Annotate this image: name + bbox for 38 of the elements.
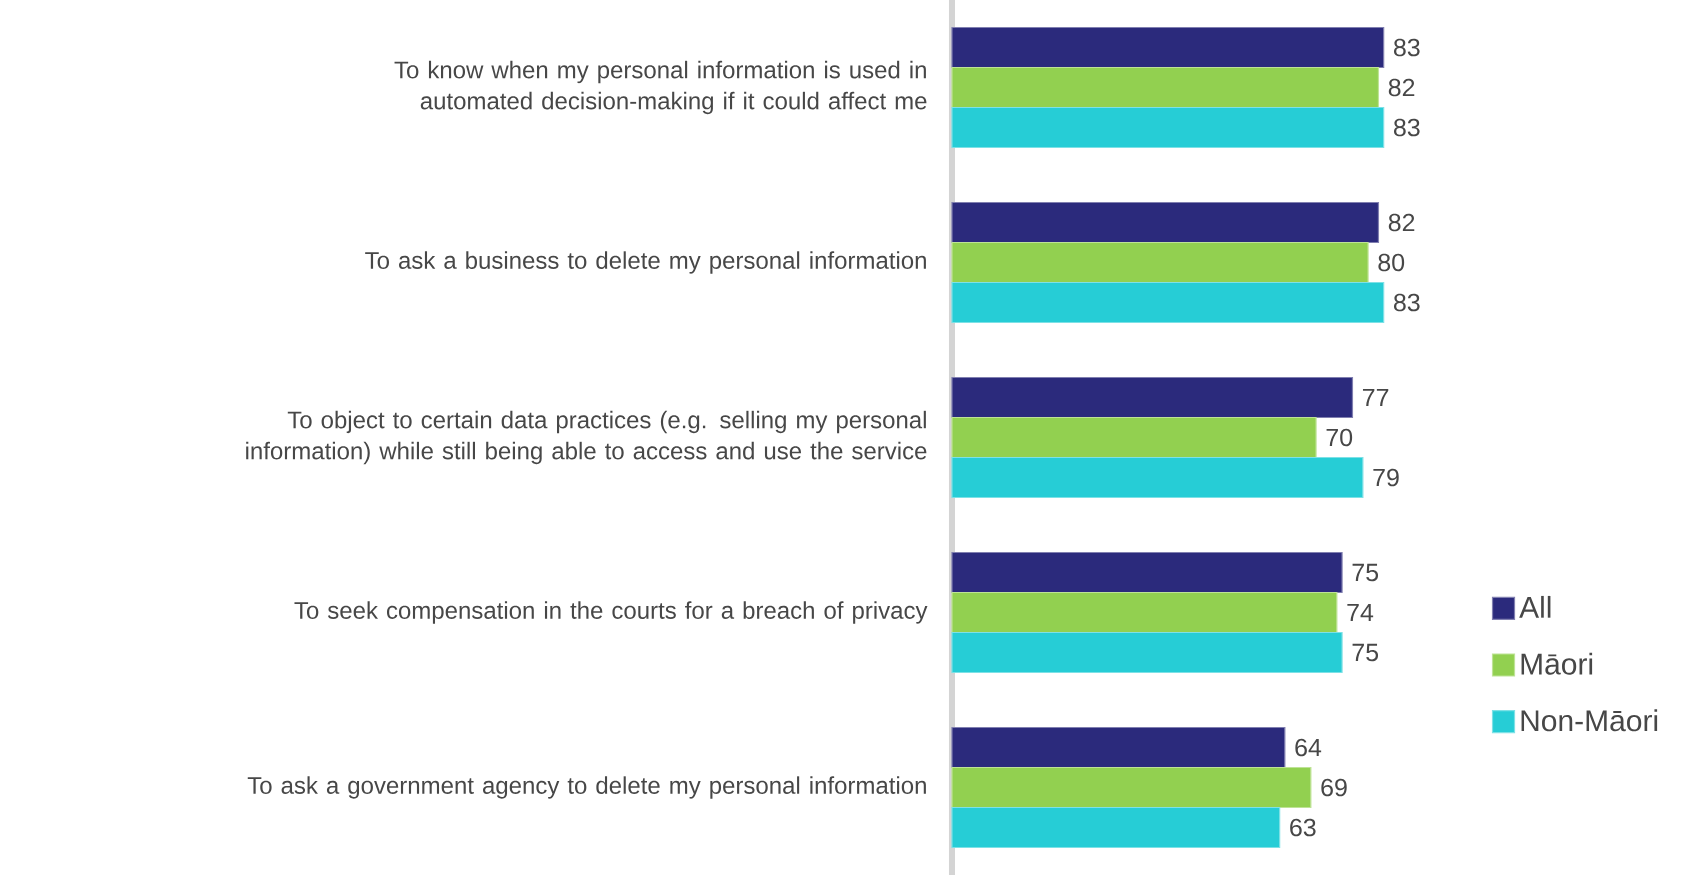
data-label: 83	[1394, 293, 1420, 312]
bar	[951, 806, 1281, 849]
bar	[951, 591, 1338, 634]
data-label: 63	[1290, 818, 1316, 837]
y-tick-label: To ask a business to delete my personal information	[365, 251, 926, 274]
bar	[951, 416, 1317, 459]
data-label: 64	[1295, 738, 1322, 757]
bar	[951, 106, 1385, 149]
data-label: 80	[1378, 253, 1405, 272]
legend-label: Māori	[1521, 652, 1593, 675]
data-label: 82	[1388, 213, 1415, 232]
data-label: 82	[1388, 78, 1415, 97]
bar	[951, 26, 1385, 69]
data-label: 75	[1352, 643, 1379, 662]
data-label: 74	[1347, 603, 1374, 622]
bar	[951, 551, 1343, 594]
data-label: 69	[1321, 778, 1347, 797]
bar	[951, 201, 1380, 244]
y-tick-label: To know when my personal information is used in automated decision-making if it could affect me	[394, 60, 927, 115]
bar	[951, 241, 1369, 284]
legend-label: Non-Māori	[1521, 709, 1658, 732]
legend-label: All	[1519, 595, 1551, 618]
y-tick-label: To seek compensation in the courts for a breach of privacy	[294, 601, 928, 624]
bar	[951, 281, 1385, 324]
bar	[951, 376, 1354, 419]
data-label: 79	[1373, 468, 1399, 487]
data-label: 83	[1394, 118, 1420, 137]
bar	[951, 631, 1343, 674]
y-tick-label: To ask a government agency to delete my personal information	[247, 776, 926, 799]
bar	[951, 766, 1312, 809]
data-label: 75	[1352, 563, 1379, 582]
bar	[951, 726, 1286, 769]
bar	[951, 66, 1380, 109]
y-tick-label: To object to certain data practices (e.g. selling my personal information) while still being able to access and use the service	[246, 410, 927, 465]
data-label: 77	[1362, 388, 1389, 407]
data-label: 83	[1394, 38, 1420, 57]
bar	[951, 456, 1364, 499]
data-label: 70	[1326, 428, 1353, 447]
